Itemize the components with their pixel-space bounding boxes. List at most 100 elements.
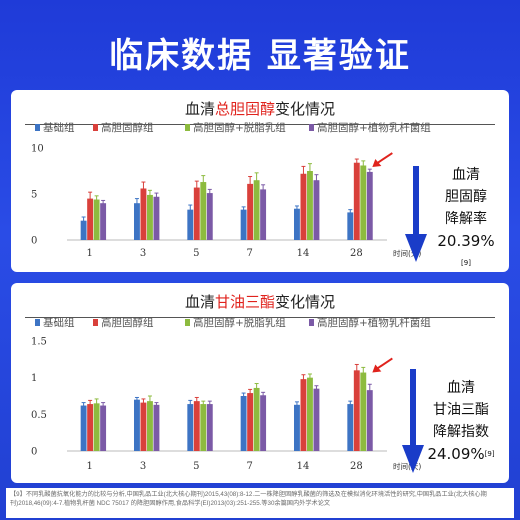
bar bbox=[300, 173, 307, 240]
bar bbox=[200, 182, 207, 240]
title-highlight: 总胆固醇 bbox=[214, 100, 275, 118]
callout-ref: [9] bbox=[461, 259, 471, 267]
bar-chart: 基础组 高胆固醇组 高胆固醇+脱脂乳组 高胆固醇+植物乳杆菌组 0 0.5 1 1.5 1 3 5 7… bbox=[31, 316, 431, 472]
bar bbox=[80, 405, 87, 451]
legend-swatch bbox=[309, 124, 314, 131]
bar bbox=[294, 404, 300, 451]
callout-line-1: 血清 bbox=[452, 167, 480, 183]
bar bbox=[206, 404, 213, 451]
callout-line-2: 胆固醇 bbox=[445, 189, 487, 205]
x-tick-label: 7 bbox=[246, 461, 252, 472]
bar bbox=[247, 183, 254, 240]
reference-footnote: 【9】不同乳酸菌抗氧化能力的比较与分析,中国乳品工业(北大核心期刊)2015,4… bbox=[6, 488, 514, 518]
y-tick-label: 0 bbox=[31, 447, 37, 458]
chart-card-triglyceride: 血清甘油三酯变化情况 基础组 高胆固醇组 高胆固醇+脱脂乳组 高胆固醇+植物乳杆菌组 0… bbox=[11, 283, 509, 483]
bar bbox=[147, 194, 153, 240]
x-axis-label: 时间(天) bbox=[393, 248, 421, 258]
legend-label: 基础组 bbox=[43, 121, 75, 134]
bar bbox=[260, 395, 267, 451]
x-tick-label: 5 bbox=[193, 248, 199, 259]
bar bbox=[134, 203, 140, 240]
title-highlight: 甘油三酯 bbox=[214, 293, 275, 311]
callout-value: 20.39% [9] bbox=[435, 230, 497, 274]
x-tick-label: 5 bbox=[193, 461, 199, 472]
callout-ref: [9] bbox=[484, 450, 495, 458]
chart-card-cholesterol: 血清总胆固醇变化情况 基础组 高胆固醇组 高胆固醇+脱脂乳组 高胆固醇+植物乳杆菌组 0… bbox=[11, 90, 509, 272]
bar bbox=[240, 209, 247, 240]
bar bbox=[313, 388, 320, 451]
bar bbox=[187, 209, 194, 240]
y-tick-label: 0 bbox=[31, 236, 37, 247]
bar bbox=[253, 387, 260, 451]
bar bbox=[153, 196, 160, 240]
bar bbox=[366, 390, 373, 451]
x-tick-label: 3 bbox=[140, 248, 146, 259]
title-suffix: 变化情况 bbox=[275, 293, 336, 311]
bar bbox=[193, 187, 200, 240]
y-tick-label: 1 bbox=[31, 373, 37, 384]
x-tick-label: 28 bbox=[350, 461, 363, 472]
chart-title: 血清甘油三酯变化情况 bbox=[11, 291, 509, 318]
bar bbox=[253, 180, 260, 240]
x-tick-label: 28 bbox=[350, 248, 363, 259]
title-suffix: 变化情况 bbox=[275, 100, 336, 118]
x-tick-label: 14 bbox=[297, 461, 310, 472]
bar bbox=[360, 165, 367, 240]
callout-line-1: 血清 bbox=[447, 380, 475, 396]
legend-label: 高胆固醇组 bbox=[101, 121, 154, 134]
legend-label: 高胆固醇组 bbox=[101, 316, 154, 329]
legend-swatch bbox=[185, 124, 190, 131]
bar bbox=[206, 193, 213, 240]
bar bbox=[93, 199, 100, 240]
bar bbox=[366, 171, 373, 240]
legend-label: 高胆固醇+脱脂乳组 bbox=[193, 121, 286, 134]
callout-line-2: 甘油三酯 bbox=[433, 402, 489, 418]
x-tick-label: 3 bbox=[140, 461, 146, 472]
bar bbox=[100, 405, 107, 451]
red-arrow-head bbox=[372, 159, 382, 168]
bar bbox=[87, 404, 94, 451]
legend-label: 高胆固醇+脱脂乳组 bbox=[193, 316, 286, 329]
y-tick-label: 10 bbox=[31, 144, 44, 155]
bar-chart: 基础组 高胆固醇组 高胆固醇+脱脂乳组 高胆固醇+植物乳杆菌组 0 5 10 1 3 5 7 14 28… bbox=[31, 121, 431, 259]
bar bbox=[200, 404, 207, 451]
y-tick-label: 0.5 bbox=[31, 410, 47, 421]
bar bbox=[153, 404, 160, 451]
bar bbox=[360, 372, 367, 451]
bar bbox=[300, 379, 307, 451]
legend-swatch bbox=[93, 319, 98, 326]
bar bbox=[193, 401, 200, 451]
bar bbox=[140, 402, 147, 451]
bar bbox=[187, 404, 194, 451]
bar bbox=[80, 220, 87, 240]
title-underline bbox=[25, 124, 495, 125]
down-arrow-icon bbox=[402, 369, 424, 473]
legend-label: 高胆固醇+植物乳杆菌组 bbox=[317, 316, 431, 329]
bar bbox=[353, 162, 360, 240]
y-tick-label: 5 bbox=[31, 190, 37, 201]
legend-swatch bbox=[93, 124, 98, 131]
bar bbox=[307, 377, 313, 451]
legend-label: 高胆固醇+植物乳杆菌组 bbox=[317, 121, 431, 134]
bar bbox=[347, 212, 354, 240]
callout-line-3: 降解率 bbox=[445, 211, 487, 227]
bar bbox=[260, 189, 267, 240]
legend-swatch bbox=[185, 319, 190, 326]
x-tick-label: 14 bbox=[297, 248, 310, 259]
callout-value: 24.09%[9] bbox=[425, 443, 497, 465]
y-tick-label: 1.5 bbox=[31, 337, 47, 348]
title-prefix: 血清 bbox=[184, 100, 215, 118]
bar bbox=[140, 188, 147, 240]
red-arrow-head bbox=[372, 364, 382, 373]
bar bbox=[347, 404, 354, 451]
bar bbox=[147, 401, 153, 451]
x-axis-label: 时间(天) bbox=[393, 461, 421, 471]
callout-percent: 24.09% bbox=[427, 445, 485, 463]
page-headline: 临床数据 显著验证 bbox=[109, 36, 411, 76]
title-prefix: 血清 bbox=[184, 293, 215, 311]
bar bbox=[353, 370, 360, 451]
callout-line-3: 降解指数 bbox=[433, 424, 489, 440]
bar bbox=[294, 208, 300, 240]
legend-swatch bbox=[35, 124, 40, 131]
chart-title: 血清总胆固醇变化情况 bbox=[11, 98, 509, 125]
